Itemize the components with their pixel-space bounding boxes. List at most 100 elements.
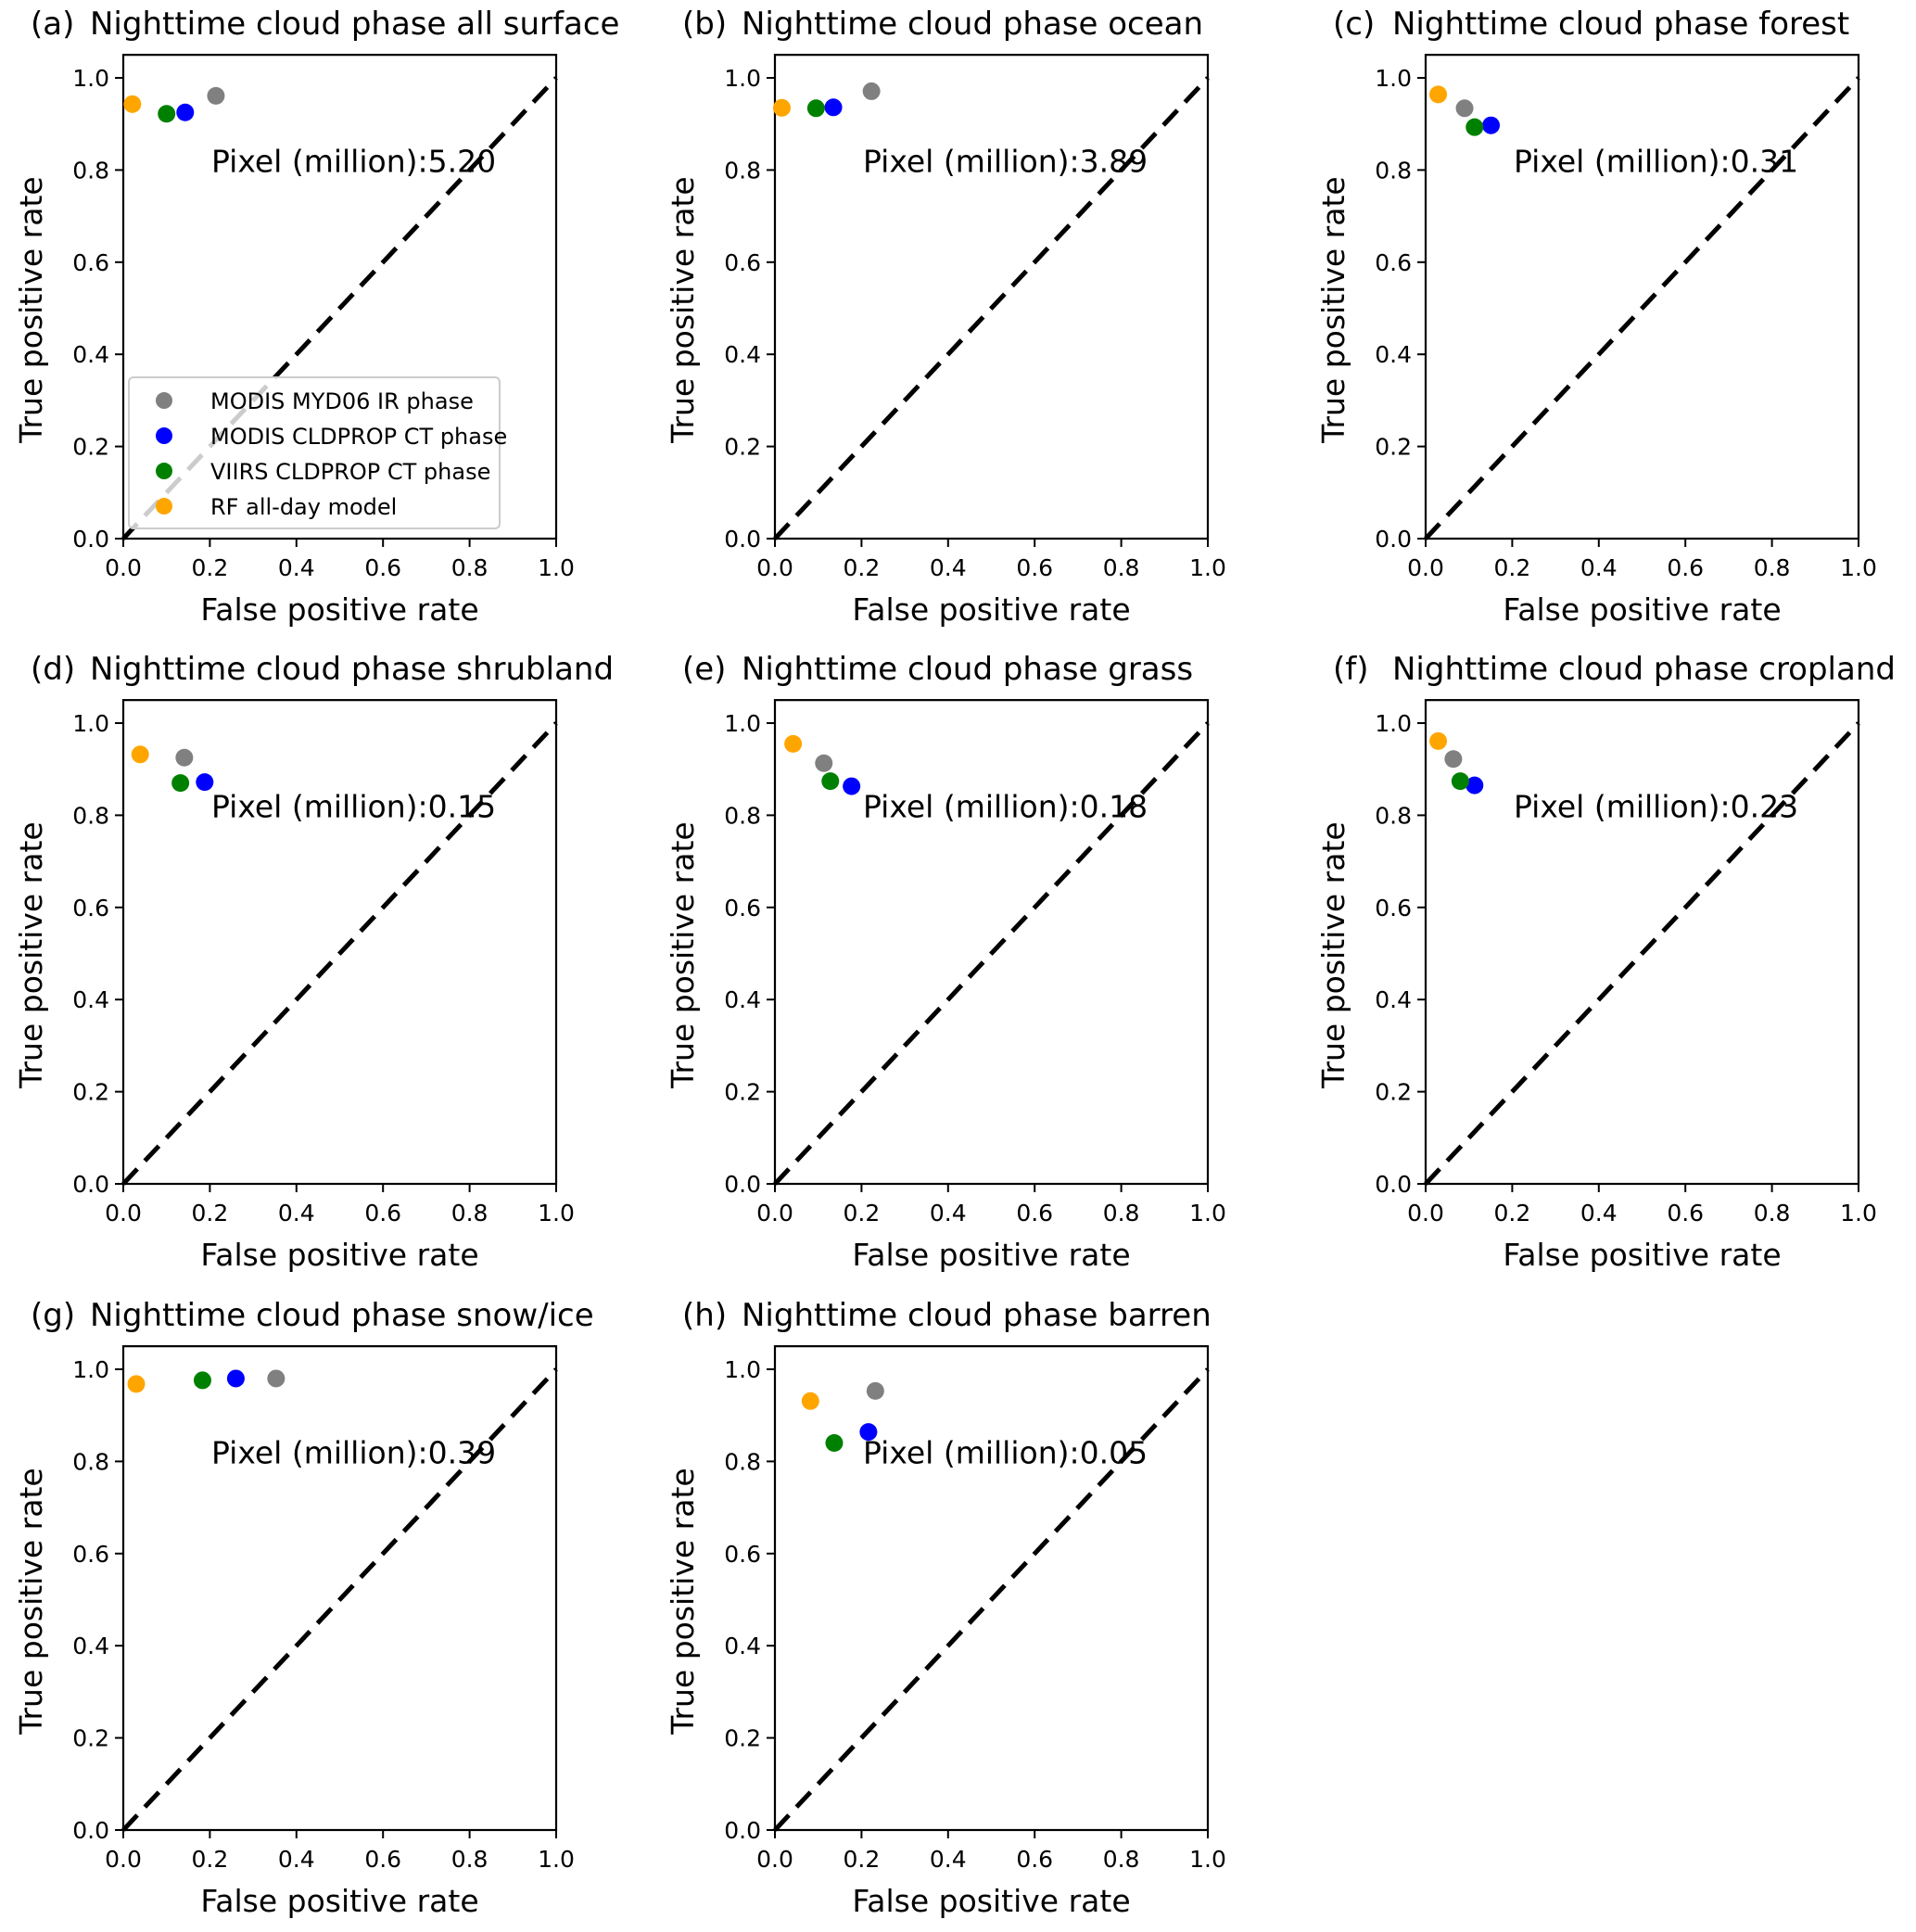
y-tick-label: 0.4	[724, 341, 761, 368]
y-tick-label: 0.6	[1375, 249, 1412, 276]
legend-marker	[156, 392, 172, 410]
data-point[interactable]	[1466, 776, 1484, 794]
panel-label: (h)	[682, 1297, 727, 1334]
y-tick-label: 0.8	[724, 1448, 761, 1475]
x-axis-label: False positive rate	[200, 1883, 478, 1919]
y-axis-label: True positive rate	[13, 1468, 49, 1735]
y-tick-label: 0.0	[1375, 526, 1412, 553]
axes-frame	[773, 699, 1210, 1186]
diagonal-reference-line	[121, 1367, 558, 1832]
data-point[interactable]	[862, 82, 881, 100]
panel-label: (e)	[682, 651, 726, 688]
x-tick-label: 0.0	[756, 554, 793, 581]
x-tick-label: 1.0	[1189, 554, 1226, 581]
data-point[interactable]	[175, 748, 194, 767]
data-point[interactable]	[193, 1371, 211, 1390]
x-axis-label: False positive rate	[852, 1237, 1130, 1273]
data-point[interactable]	[801, 1392, 819, 1410]
data-point[interactable]	[1429, 85, 1448, 104]
data-point[interactable]	[176, 103, 195, 121]
data-point[interactable]	[821, 772, 840, 791]
y-axis-label: True positive rate	[665, 176, 701, 444]
panel-title: Nighttime cloud phase snow/ice	[90, 1297, 594, 1334]
x-tick-label: 0.2	[192, 1200, 229, 1227]
x-tick-label: 0.4	[930, 554, 967, 581]
diagonal-reference-line	[773, 1367, 1210, 1832]
data-point[interactable]	[1455, 99, 1474, 118]
data-point[interactable]	[131, 745, 149, 764]
diagonal-reference-line	[773, 721, 1210, 1186]
y-tick-label: 0.0	[1375, 1171, 1412, 1198]
data-point[interactable]	[784, 734, 803, 753]
x-tick-label: 0.6	[364, 1200, 401, 1227]
legend-label: RF all-day model	[210, 494, 397, 520]
data-point[interactable]	[267, 1369, 285, 1388]
y-tick-label: 0.2	[72, 1079, 109, 1106]
y-tick-label: 0.6	[1375, 895, 1412, 922]
x-tick-label: 0.6	[364, 1846, 401, 1873]
y-tick-label: 0.4	[72, 341, 109, 368]
pixel-count-annotation: Pixel (million):0.23	[1514, 788, 1798, 824]
axes-frame	[121, 1345, 558, 1832]
panel-label: (d)	[31, 651, 75, 688]
axes-frame	[121, 699, 558, 1186]
panel-g: (g) Nighttime cloud phase snow/ice 0.0 0.2 0…	[13, 1297, 594, 1919]
y-tick-label: 0.4	[1375, 986, 1412, 1013]
data-point[interactable]	[226, 1369, 245, 1388]
data-point[interactable]	[825, 1434, 844, 1453]
data-point[interactable]	[859, 1423, 878, 1442]
axes-frame	[1424, 699, 1860, 1186]
data-point[interactable]	[806, 99, 825, 118]
axes-frame	[121, 54, 558, 540]
data-point[interactable]	[843, 777, 861, 795]
panel-label: (a)	[31, 6, 74, 43]
y-tick-label: 1.0	[724, 65, 761, 92]
panel-title: Nighttime cloud phase grass	[742, 651, 1193, 688]
axes-frame	[1424, 54, 1860, 540]
x-tick-label: 0.2	[1494, 554, 1531, 581]
data-point[interactable]	[1466, 118, 1484, 136]
data-point[interactable]	[207, 86, 225, 105]
x-tick-label: 0.2	[844, 1846, 881, 1873]
panel-title: Nighttime cloud phase all surface	[90, 6, 619, 43]
x-tick-label: 0.2	[844, 1200, 881, 1227]
data-point[interactable]	[866, 1381, 884, 1400]
x-tick-label: 0.6	[1016, 1846, 1053, 1873]
data-point[interactable]	[772, 98, 791, 117]
data-point[interactable]	[1429, 731, 1448, 750]
y-tick-label: 1.0	[1375, 710, 1412, 737]
x-tick-label: 0.8	[1754, 1200, 1791, 1227]
legend-label: MODIS CLDPROP CT phase	[210, 424, 507, 450]
x-axis-label: False positive rate	[852, 1883, 1130, 1919]
diagonal-reference-line	[1424, 721, 1860, 1186]
x-tick-label: 0.2	[1494, 1200, 1531, 1227]
y-tick-label: 1.0	[724, 710, 761, 737]
x-tick-label: 1.0	[1840, 554, 1877, 581]
y-tick-label: 0.2	[72, 434, 109, 461]
data-point[interactable]	[127, 1375, 146, 1393]
data-point[interactable]	[815, 754, 833, 772]
x-tick-label: 0.2	[844, 554, 881, 581]
data-point[interactable]	[123, 95, 142, 113]
data-point[interactable]	[824, 98, 843, 117]
panel-e: (e) Nighttime cloud phase grass 0.0 0.2 0.4 0…	[665, 651, 1226, 1273]
panel-title: Nighttime cloud phase cropland	[1392, 651, 1896, 688]
data-point[interactable]	[158, 105, 176, 123]
data-point[interactable]	[171, 774, 190, 793]
pixel-count-annotation: Pixel (million):0.05	[863, 1434, 1148, 1470]
data-point[interactable]	[1451, 772, 1469, 791]
x-tick-label: 0.6	[364, 554, 401, 581]
y-tick-label: 0.2	[72, 1725, 109, 1752]
data-point[interactable]	[196, 773, 214, 792]
x-tick-label: 0.8	[451, 1200, 489, 1227]
y-axis-label: True positive rate	[13, 821, 49, 1089]
data-point[interactable]	[1444, 750, 1463, 769]
x-tick-label: 0.0	[756, 1846, 793, 1873]
y-axis-label: True positive rate	[665, 821, 701, 1089]
data-point[interactable]	[1482, 116, 1501, 134]
y-tick-label: 0.4	[72, 1633, 109, 1659]
y-tick-label: 0.6	[724, 895, 761, 922]
y-tick-label: 0.8	[72, 1448, 109, 1475]
x-tick-label: 0.4	[278, 554, 315, 581]
x-tick-label: 1.0	[538, 1200, 575, 1227]
